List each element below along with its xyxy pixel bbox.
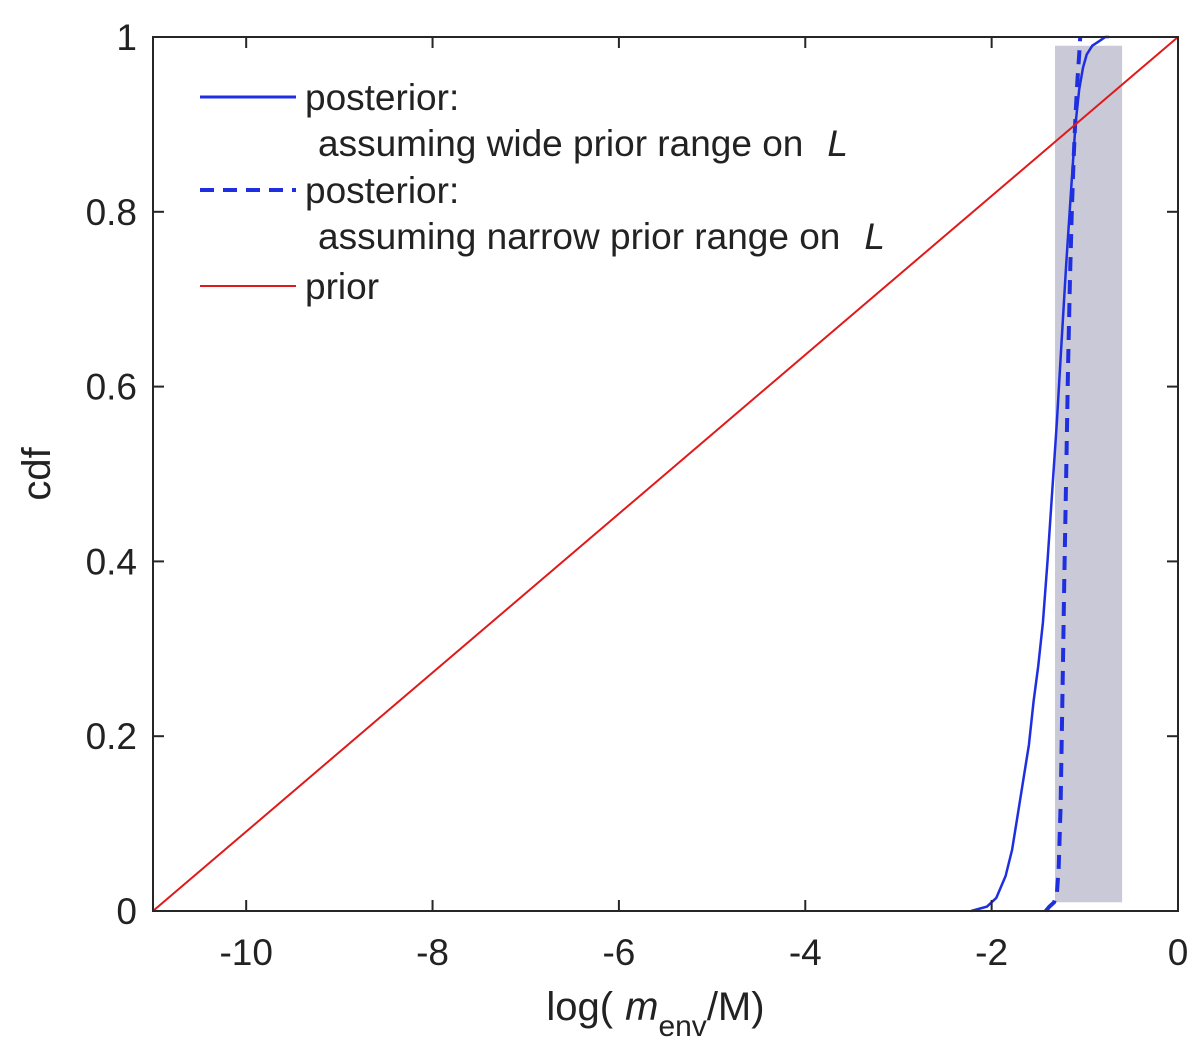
y-tick-label: 0.4 bbox=[86, 541, 137, 582]
legend-sublabel-text: assuming wide prior range on bbox=[318, 123, 803, 164]
legend-label-posterior-wide: posterior: bbox=[305, 77, 459, 118]
legend-symbol: L bbox=[827, 123, 848, 164]
x-tick-label: -8 bbox=[416, 932, 449, 973]
legend: posterior: assuming wide prior range on L… bbox=[200, 77, 885, 307]
series-layer bbox=[152, 35, 1179, 913]
legend-sublabel-posterior-narrow: assuming narrow prior range on L bbox=[318, 216, 885, 257]
x-tick-label: -4 bbox=[789, 932, 822, 973]
x-axis-label-subscript: env bbox=[658, 1010, 706, 1043]
posterior-wide-line bbox=[970, 35, 1109, 913]
legend-symbol: L bbox=[864, 216, 885, 257]
y-tick-label: 0.2 bbox=[86, 716, 137, 757]
y-axis-ticks: 0 0.2 0.4 0.6 0.8 1 bbox=[86, 17, 1178, 932]
x-axis-label: log( menv/M) bbox=[546, 985, 764, 1043]
y-tick-label: 1 bbox=[116, 17, 137, 58]
x-axis-label-suffix: /M) bbox=[707, 985, 765, 1029]
posterior-narrow-line bbox=[1044, 36, 1083, 913]
y-tick-label: 0.8 bbox=[86, 192, 137, 233]
y-tick-label: 0 bbox=[116, 891, 137, 932]
y-tick-label: 0.6 bbox=[86, 367, 137, 408]
x-axis-label-symbol: m bbox=[625, 985, 658, 1029]
axes-box bbox=[152, 36, 1179, 912]
x-axis-label-prefix: log( bbox=[546, 985, 613, 1029]
x-tick-label: 0 bbox=[1168, 932, 1189, 973]
x-axis-ticks: -10 -8 -6 -4 -2 0 bbox=[219, 37, 1188, 973]
prior-line bbox=[152, 36, 1179, 912]
legend-label-prior: prior bbox=[305, 266, 379, 307]
legend-label-posterior-narrow: posterior: bbox=[305, 170, 459, 211]
x-tick-label: -2 bbox=[975, 932, 1008, 973]
y-axis-label: cdf bbox=[15, 446, 59, 500]
legend-sublabel-posterior-wide: assuming wide prior range on L bbox=[318, 123, 848, 164]
x-tick-label: -10 bbox=[219, 932, 272, 973]
legend-sublabel-text: assuming narrow prior range on bbox=[318, 216, 840, 257]
x-tick-label: -6 bbox=[602, 932, 635, 973]
